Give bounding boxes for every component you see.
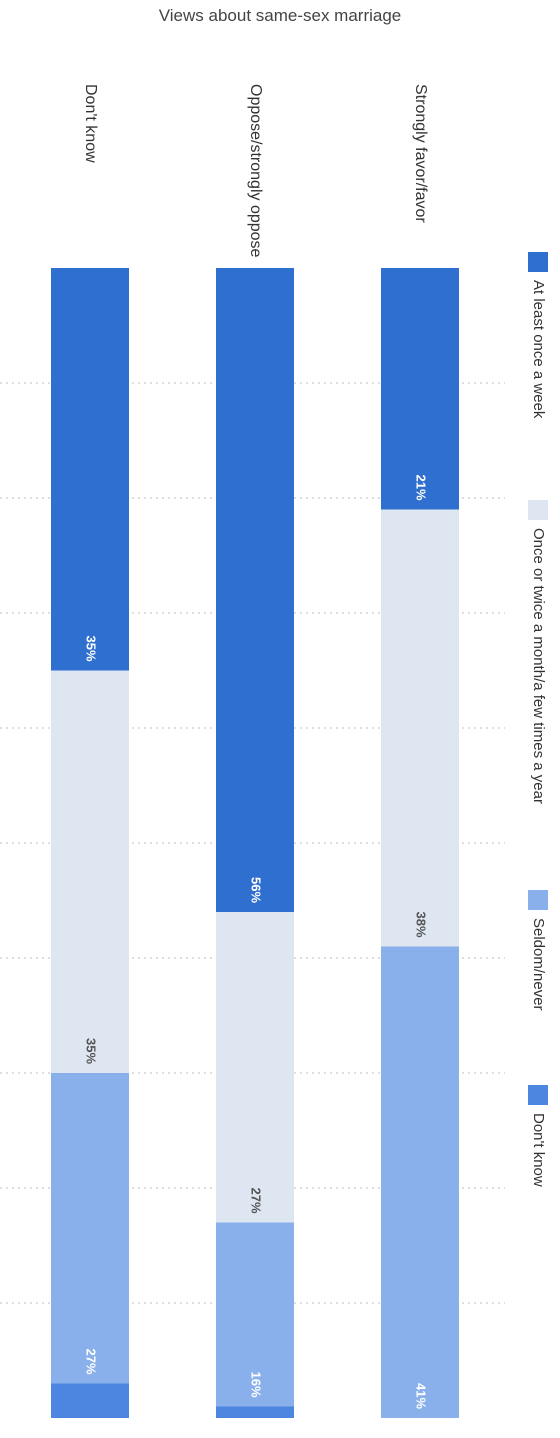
- bar-segment: [51, 1383, 129, 1418]
- bar-segment: [216, 912, 294, 1223]
- legend-label: Once or twice a month/a few times a year: [530, 528, 547, 804]
- legend-label: Seldom/never: [530, 918, 547, 1011]
- bar-segment: [381, 946, 459, 1418]
- data-label: 27%: [249, 1187, 264, 1213]
- bar-segment: [381, 509, 459, 947]
- bar-segment: [216, 268, 294, 912]
- data-label: 38%: [414, 911, 429, 937]
- chart-title: Views about same-sex marriage: [158, 6, 402, 25]
- legend-swatch: [528, 252, 548, 272]
- bar-segment: [51, 268, 129, 671]
- data-label: 35%: [84, 635, 99, 661]
- data-label: 35%: [84, 1038, 99, 1064]
- legend-label: Don't know: [530, 1113, 547, 1187]
- legend-swatch: [528, 890, 548, 910]
- data-label: 56%: [249, 877, 264, 903]
- bar-segment: [216, 1222, 294, 1407]
- bar-segment: [51, 670, 129, 1073]
- legend-swatch: [528, 500, 548, 520]
- bar-segment: [381, 268, 459, 510]
- bar-segment: [51, 1073, 129, 1384]
- category-label: Don't know: [82, 84, 99, 163]
- data-label: 41%: [414, 1383, 429, 1409]
- data-label: 16%: [249, 1371, 264, 1397]
- data-label: 27%: [84, 1348, 99, 1374]
- data-label: 21%: [414, 474, 429, 500]
- category-label: Oppose/strongly oppose: [247, 84, 264, 258]
- category-label: Strongly favor/favor: [412, 84, 429, 223]
- legend-label: At least once a week: [530, 280, 547, 419]
- legend-swatch: [528, 1085, 548, 1105]
- bar-segment: [216, 1406, 294, 1418]
